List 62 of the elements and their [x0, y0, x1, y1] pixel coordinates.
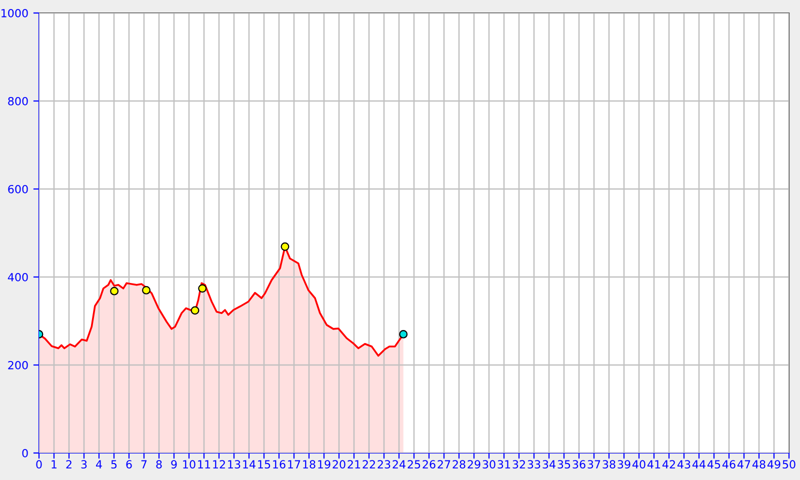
x-tick-label: 25	[408, 460, 420, 469]
x-tick-label: 30	[482, 460, 496, 469]
point	[198, 284, 207, 293]
x-tick-label: 9	[171, 460, 177, 469]
x-tick-label: 7	[141, 460, 147, 468]
x-tick-label: 50	[782, 460, 796, 469]
x-tick-label: 3	[81, 460, 87, 469]
x-tick-label: 14	[243, 460, 256, 468]
point	[142, 286, 150, 294]
x-tick-label: 4	[96, 460, 102, 468]
x-tick-label: 15	[258, 460, 270, 469]
x-tick-label: 36	[572, 460, 586, 469]
x-tick-label: 21	[348, 460, 360, 468]
y-tick-label: 1000	[2, 8, 28, 18]
point	[190, 306, 200, 315]
x-tick-label: 32	[512, 460, 525, 469]
x-tick-label: 45	[707, 460, 720, 469]
x-tick-label: 18	[303, 460, 316, 469]
x-tick-label: 19	[318, 460, 330, 469]
x-tick-label: 31	[498, 460, 510, 469]
x-tick-label: 20	[332, 460, 346, 469]
x-tick-label: 47	[737, 460, 750, 468]
x-tick-label: 0	[36, 460, 42, 469]
x-tick-label: 27	[438, 460, 450, 468]
x-tick-label: 5	[111, 460, 117, 469]
y-tick-label: 600	[8, 184, 28, 194]
x-tick-label: 13	[228, 460, 240, 469]
x-tick-label: 34	[542, 460, 556, 469]
y-tick-label: 400	[8, 272, 28, 282]
x-tick-label: 10	[183, 460, 196, 469]
x-tick-label: 26	[422, 460, 436, 469]
y-tick-label: 800	[8, 96, 28, 106]
x-tick-label: 48	[752, 460, 766, 469]
x-tick-label: 23	[378, 460, 390, 469]
x-tick-label: 38	[602, 460, 616, 469]
x-tick-label: 29	[468, 460, 480, 469]
x-tick-label: 12	[213, 460, 225, 468]
x-tick-label: 24	[392, 460, 406, 468]
x-tick-label: 44	[692, 460, 706, 468]
x-tick-label: 41	[647, 460, 660, 468]
x-tick-label: 6	[126, 460, 132, 469]
x-tick-label: 43	[677, 460, 690, 469]
x-tick-label: 22	[362, 460, 375, 468]
point	[280, 242, 290, 251]
x-tick-label: 39	[618, 460, 630, 469]
y-tick-label: 0	[22, 448, 28, 458]
x-tick-label: 37	[588, 460, 600, 469]
x-tick-label: 49	[767, 460, 780, 469]
x-tick-label: 16	[273, 460, 286, 469]
x-tick-label: 40	[632, 460, 646, 469]
x-tick-label: 1	[52, 460, 57, 468]
point	[110, 286, 119, 296]
x-tick-label: 28	[452, 460, 466, 469]
x-tick-label: 46	[722, 460, 736, 469]
x-tick-label: 35	[558, 460, 570, 469]
y-tick-label: 200	[8, 360, 28, 370]
x-tick-label: 33	[528, 460, 540, 469]
x-tick-label: 17	[288, 460, 300, 468]
x-tick-label: 42	[662, 460, 675, 468]
x-tick-label: 8	[156, 460, 162, 469]
x-tick-label: 2	[66, 460, 72, 468]
x-tick-label: 11	[198, 460, 210, 468]
